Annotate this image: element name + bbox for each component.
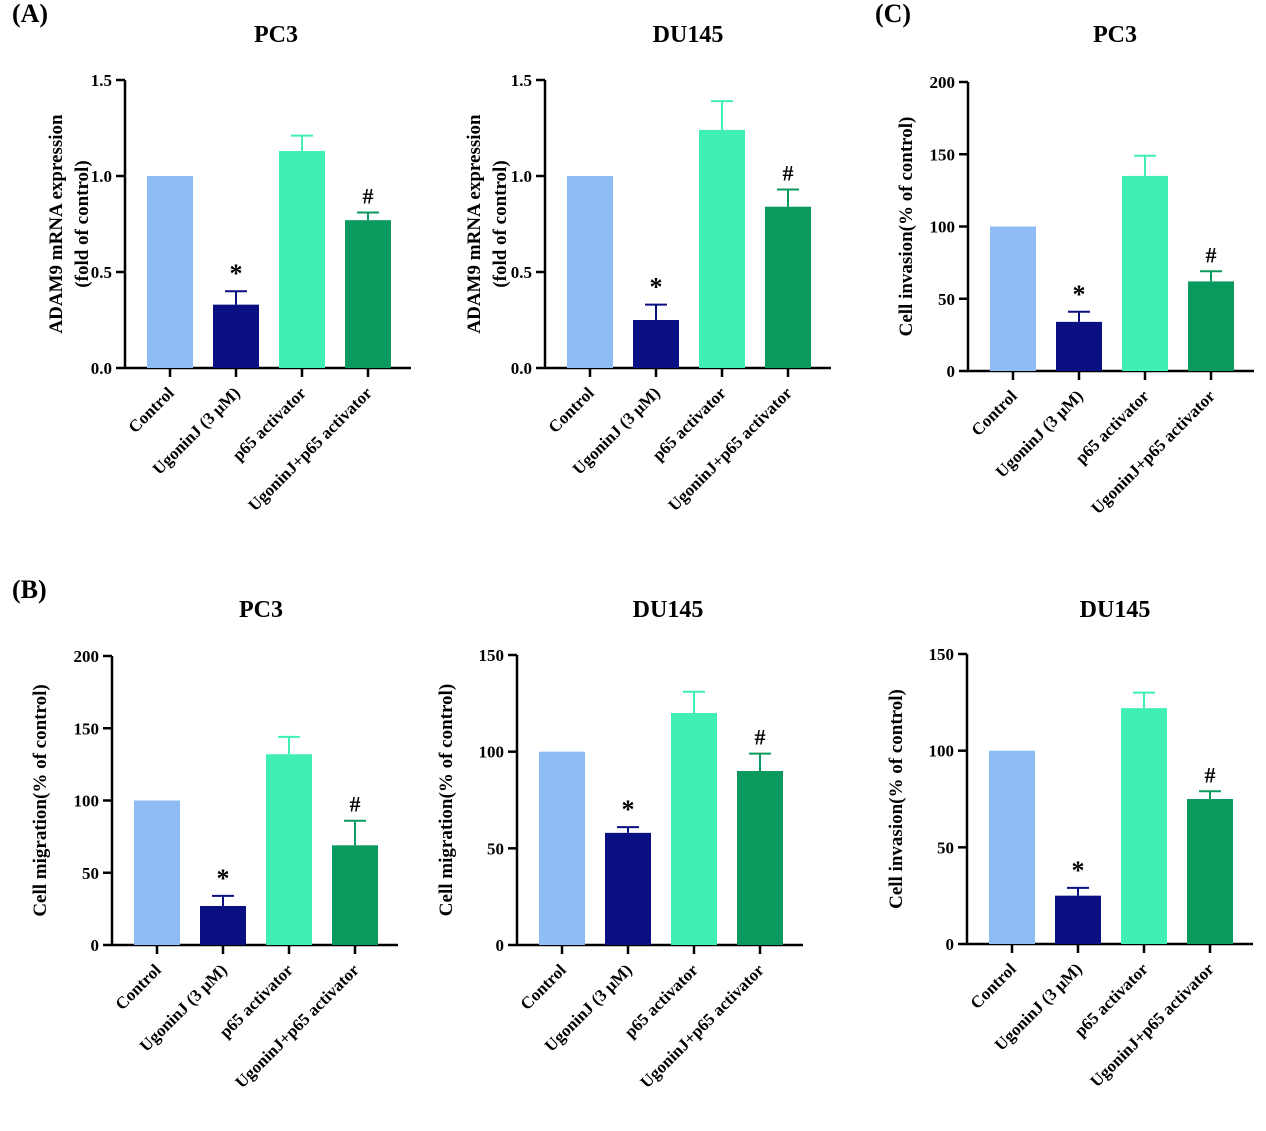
y-axis-label: ADAM9 mRNA expression <box>46 114 67 334</box>
x-tick-label: Control <box>967 959 1020 1012</box>
significance-marker: * <box>1073 280 1086 309</box>
y-tick-label: 150 <box>929 645 955 664</box>
x-tick-label: UgoninJ+p65 activator <box>1087 386 1219 518</box>
y-tick-label: 1.5 <box>91 71 112 90</box>
bar-1 <box>567 176 613 368</box>
bar-4 <box>765 206 811 368</box>
y-tick-label: 0 <box>947 362 956 381</box>
bar-3 <box>699 129 745 368</box>
x-tick-label: UgoninJ+p65 activator <box>1086 959 1218 1091</box>
x-tick-label: UgoninJ+p65 activator <box>636 960 768 1092</box>
y-tick-label: 0 <box>946 935 955 954</box>
bar-2 <box>1056 321 1102 371</box>
bar-4 <box>345 220 391 368</box>
bar-3 <box>1122 175 1168 371</box>
bar-2 <box>633 320 679 368</box>
bar-2 <box>213 304 259 368</box>
bar-1 <box>990 226 1036 371</box>
x-tick-label: Control <box>517 960 570 1013</box>
significance-marker: * <box>230 259 243 288</box>
chart-title: DU145 <box>633 597 704 623</box>
significance-marker: * <box>1072 856 1085 885</box>
chart-b-pc3: (B) PC3 Cell migration(% of control) 0 50 100… <box>12 575 398 1092</box>
significance-marker: # <box>1206 242 1217 267</box>
bar-4 <box>332 845 378 945</box>
chart-c-pc3: (C) PC3 Cell invasion(% of control) 0 50 100 1… <box>875 0 1254 518</box>
y-tick-label: 150 <box>479 646 505 665</box>
y-axis-label: Cell invasion(% of control) <box>896 117 917 337</box>
chart-title: DU145 <box>653 22 724 48</box>
x-tick-label: UgoninJ+p65 activator <box>231 960 363 1092</box>
bar-4 <box>1187 799 1233 944</box>
y-axis-label: (fold of control) <box>490 160 511 287</box>
y-tick-label: 200 <box>930 73 956 92</box>
y-tick-label: 1.0 <box>91 167 112 186</box>
significance-marker: * <box>622 795 635 824</box>
chart-a-du145: DU145 ADAM9 mRNA expression (fold of contr… <box>464 22 831 515</box>
bar-4 <box>737 771 783 945</box>
chart-a-pc3: (A) PC3 ADAM9 mRNA expression (fold of cont… <box>12 0 411 515</box>
bar-1 <box>539 751 585 945</box>
chart-c-du145: DU145 Cell invasion(% of control) 0 50 100 15… <box>886 597 1253 1091</box>
y-tick-label: 0.5 <box>91 263 112 282</box>
x-tick-label: Control <box>545 383 598 436</box>
y-tick-label: 0 <box>91 936 100 955</box>
chart-title: PC3 <box>1093 22 1137 48</box>
panel-label: (A) <box>12 0 48 28</box>
y-tick-label: 1.0 <box>511 167 532 186</box>
x-tick-label: UgoninJ+p65 activator <box>664 383 796 515</box>
significance-marker: * <box>217 864 230 893</box>
y-tick-label: 100 <box>479 743 505 762</box>
chart-title: PC3 <box>239 597 283 623</box>
y-tick-label: 50 <box>938 290 955 309</box>
chart-title: PC3 <box>254 22 298 48</box>
y-tick-label: 100 <box>74 792 100 811</box>
x-tick-label: UgoninJ+p65 activator <box>244 383 376 515</box>
y-tick-label: 100 <box>930 218 956 237</box>
y-tick-label: 0.5 <box>511 263 532 282</box>
chart-title: DU145 <box>1080 597 1151 623</box>
y-tick-label: 0.0 <box>91 359 112 378</box>
y-tick-label: 1.5 <box>511 71 532 90</box>
significance-marker: # <box>755 725 766 750</box>
y-tick-label: 150 <box>930 145 956 164</box>
y-axis-label: Cell migration(% of control) <box>30 684 51 916</box>
y-tick-label: 50 <box>487 839 504 858</box>
x-tick-label: Control <box>968 386 1021 439</box>
bar-2 <box>1055 895 1101 944</box>
significance-marker: * <box>650 273 663 302</box>
y-tick-label: 0 <box>496 936 505 955</box>
x-tick-label: Control <box>125 383 178 436</box>
bar-1 <box>147 176 193 368</box>
bar-2 <box>605 832 651 945</box>
bar-3 <box>671 713 717 945</box>
y-tick-label: 150 <box>74 719 100 738</box>
y-tick-label: 200 <box>74 647 100 666</box>
significance-marker: # <box>350 792 361 817</box>
y-tick-label: 100 <box>929 742 955 761</box>
significance-marker: # <box>363 183 374 208</box>
y-tick-label: 0.0 <box>511 359 532 378</box>
chart-b-du145: DU145 Cell migration(% of control) 0 50 100 1… <box>436 597 803 1092</box>
bar-3 <box>279 151 325 368</box>
bar-3 <box>1121 708 1167 944</box>
y-axis-label: ADAM9 mRNA expression <box>464 114 485 334</box>
panel-label: (B) <box>12 575 47 604</box>
bar-1 <box>989 750 1035 944</box>
y-tick-label: 50 <box>937 838 954 857</box>
significance-marker: # <box>1205 762 1216 787</box>
bar-3 <box>266 754 312 945</box>
panel-label: (C) <box>875 0 911 28</box>
bar-4 <box>1188 281 1234 371</box>
y-tick-label: 50 <box>82 864 99 883</box>
y-axis-label: Cell invasion(% of control) <box>886 689 907 909</box>
y-axis-label: (fold of control) <box>72 160 93 287</box>
bar-2 <box>200 905 246 945</box>
y-axis-label: Cell migration(% of control) <box>436 684 457 916</box>
significance-marker: # <box>783 160 794 185</box>
x-tick-label: Control <box>112 960 165 1013</box>
bar-1 <box>134 800 180 945</box>
